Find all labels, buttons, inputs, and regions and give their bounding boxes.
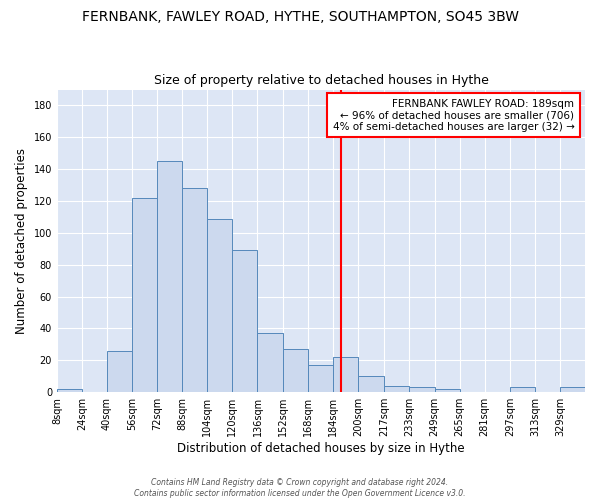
Text: FERNBANK, FAWLEY ROAD, HYTHE, SOUTHAMPTON, SO45 3BW: FERNBANK, FAWLEY ROAD, HYTHE, SOUTHAMPTO… — [82, 10, 518, 24]
Bar — [208, 218, 232, 392]
Bar — [107, 351, 132, 392]
Title: Size of property relative to detached houses in Hythe: Size of property relative to detached ho… — [154, 74, 488, 87]
Bar — [308, 365, 333, 392]
Y-axis label: Number of detached properties: Number of detached properties — [15, 148, 28, 334]
Bar — [333, 357, 358, 392]
Text: FERNBANK FAWLEY ROAD: 189sqm
← 96% of detached houses are smaller (706)
4% of se: FERNBANK FAWLEY ROAD: 189sqm ← 96% of de… — [332, 98, 574, 132]
Bar — [510, 388, 535, 392]
Bar — [232, 250, 257, 392]
Bar — [157, 161, 182, 392]
Bar — [434, 389, 460, 392]
Bar — [257, 334, 283, 392]
Bar — [358, 376, 385, 392]
Bar — [409, 388, 434, 392]
Bar — [560, 388, 585, 392]
Bar — [182, 188, 208, 392]
Text: Contains HM Land Registry data © Crown copyright and database right 2024.
Contai: Contains HM Land Registry data © Crown c… — [134, 478, 466, 498]
Bar — [385, 386, 409, 392]
Bar — [283, 349, 308, 392]
Bar — [132, 198, 157, 392]
Bar — [57, 389, 82, 392]
X-axis label: Distribution of detached houses by size in Hythe: Distribution of detached houses by size … — [177, 442, 465, 455]
